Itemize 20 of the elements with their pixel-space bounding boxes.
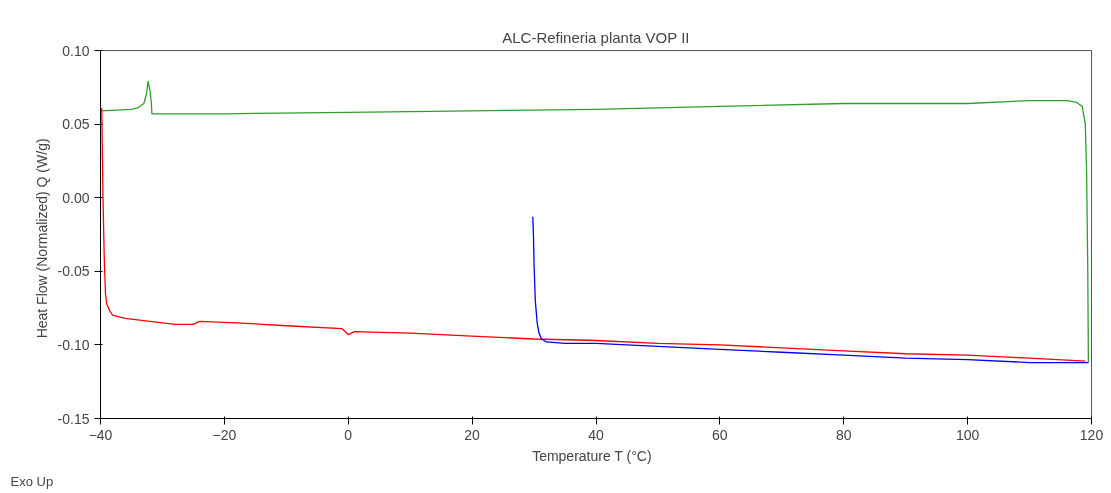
chart-title: ALC-Refineria planta VOP II: [502, 28, 690, 46]
y-tick-label: -0.15: [57, 410, 90, 427]
y-tick-label: -0.10: [57, 336, 90, 353]
x-tick-label: 80: [835, 426, 852, 443]
x-axis-title: Temperature T (°C): [532, 447, 652, 464]
x-tick-label: 0: [344, 426, 353, 443]
x-tick-label: 40: [588, 426, 604, 443]
x-tick-label: −40: [88, 426, 113, 443]
y-tick-label: 0.05: [62, 116, 90, 133]
x-tick-label: 20: [464, 426, 481, 443]
y-tick-label: 0.10: [62, 42, 90, 59]
x-tick-label: 60: [712, 426, 728, 443]
y-tick-label: 0.00: [62, 189, 90, 206]
line-series: [532, 216, 1090, 364]
x-tick-label: 100: [955, 426, 980, 443]
text: Exo Up: [10, 473, 54, 489]
x-tick-label: 120: [1079, 426, 1104, 443]
y-axis-title: Heat Flow (Normalized) Q (W/g): [33, 138, 50, 339]
y-tick-label: -0.05: [57, 263, 90, 280]
x-tick-label: −20: [212, 426, 237, 443]
